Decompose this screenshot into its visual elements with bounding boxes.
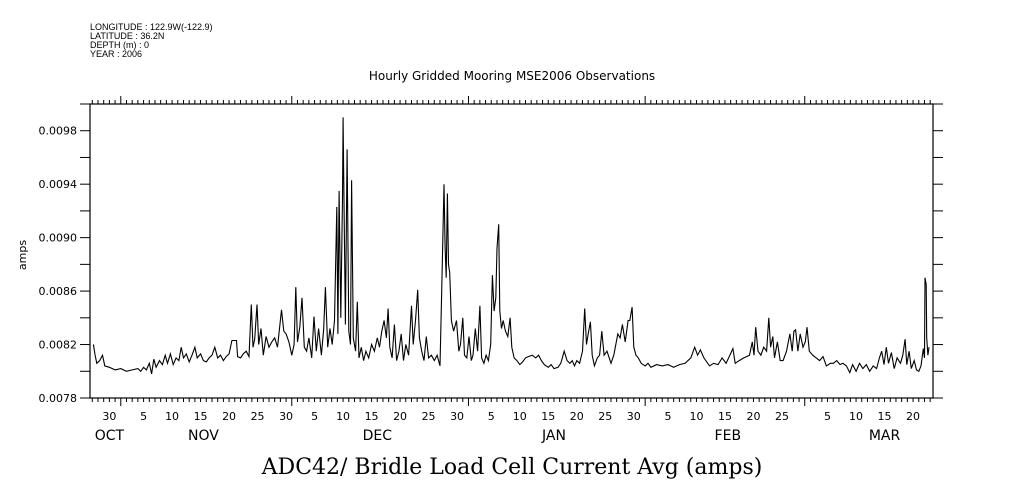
chart-title: Hourly Gridded Mooring MSE2006 Observati… <box>369 69 655 83</box>
x-tick-label: 5 <box>824 410 831 423</box>
y-axis-label: amps <box>16 240 29 270</box>
x-tick-label: 15 <box>541 410 555 423</box>
x-tick-label: 10 <box>336 410 350 423</box>
latitude-label: LATITUDE : 36.2N <box>90 31 164 41</box>
x-tick-label: 5 <box>311 410 318 423</box>
x-tick-label: 25 <box>422 410 436 423</box>
x-tick-label: 20 <box>746 410 760 423</box>
axis-ticks <box>80 96 943 406</box>
x-axis-label: ADC42/ Bridle Load Cell Current Avg (amp… <box>261 455 763 480</box>
month-label: DEC <box>363 428 393 444</box>
x-tick-label: 10 <box>689 410 703 423</box>
x-tick-label: 30 <box>450 410 464 423</box>
x-tick-label: 20 <box>393 410 407 423</box>
month-label: JAN <box>541 428 566 444</box>
month-label: MAR <box>869 428 901 444</box>
x-tick-label: 30 <box>102 410 116 423</box>
x-tick-label: 30 <box>627 410 641 423</box>
y-tick-label: 0.0090 <box>39 232 78 245</box>
plot-frame <box>89 103 934 399</box>
x-tick-label: 5 <box>140 410 147 423</box>
tick-labels: 0.0078 0.0082 0.0086 0.0090 0.0094 0.0098 30 5 1… <box>39 125 921 444</box>
x-tick-label: 20 <box>906 410 920 423</box>
longitude-label: LONGITUDE : 122.9W(-122.9) <box>90 22 213 32</box>
x-tick-label: 10 <box>165 410 179 423</box>
y-tick-label: 0.0078 <box>39 392 78 405</box>
month-label: OCT <box>95 428 125 444</box>
x-tick-label: 15 <box>878 410 892 423</box>
x-tick-label: 20 <box>570 410 584 423</box>
x-tick-label: 10 <box>849 410 863 423</box>
y-tick-label: 0.0094 <box>39 178 78 191</box>
x-tick-label: 5 <box>664 410 671 423</box>
x-tick-label: 25 <box>598 410 612 423</box>
y-tick-label: 0.0086 <box>39 285 78 298</box>
x-tick-label: 20 <box>222 410 236 423</box>
x-tick-label: 10 <box>513 410 527 423</box>
x-tick-label: 30 <box>279 410 293 423</box>
month-label: NOV <box>188 428 219 444</box>
series-line <box>92 117 930 375</box>
x-tick-label: 15 <box>194 410 208 423</box>
depth-label: DEPTH (m) : 0 <box>90 40 149 50</box>
y-tick-label: 0.0098 <box>39 125 78 138</box>
y-tick-label: 0.0082 <box>39 339 78 352</box>
x-tick-label: 25 <box>251 410 265 423</box>
x-tick-label: 15 <box>718 410 732 423</box>
x-tick-label: 5 <box>488 410 495 423</box>
x-tick-label: 25 <box>775 410 789 423</box>
month-label: FEB <box>715 428 742 444</box>
year-label: YEAR : 2006 <box>90 49 142 59</box>
x-tick-label: 15 <box>365 410 379 423</box>
